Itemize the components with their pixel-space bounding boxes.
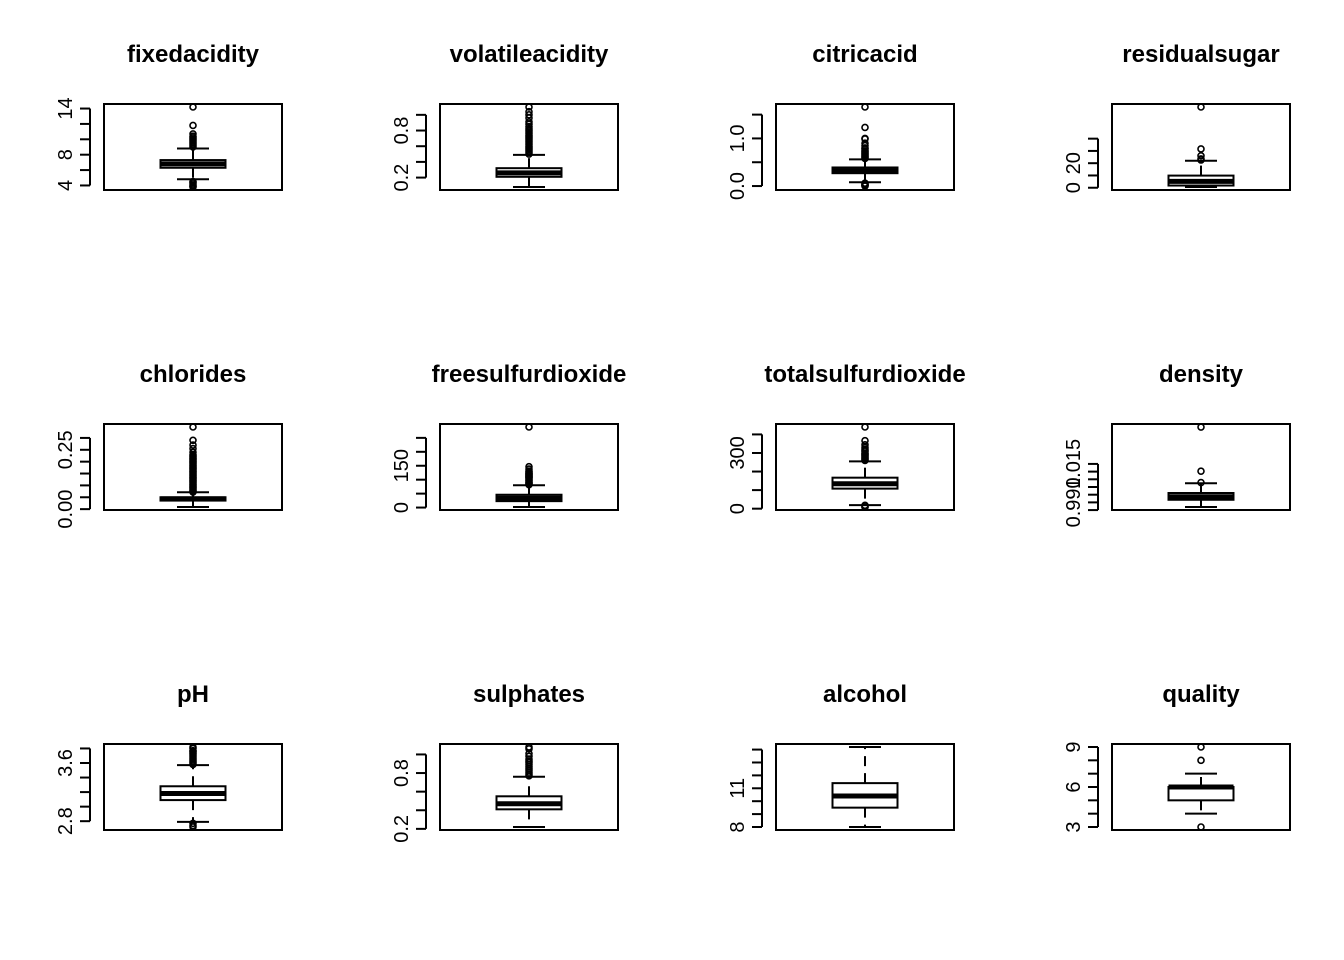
outlier-point [525, 125, 533, 133]
outlier-point [861, 123, 869, 132]
outlier-point [861, 423, 869, 431]
y-tick-label: 0.2 [391, 164, 413, 192]
y-tick-label: 0.8 [391, 117, 413, 145]
panel-title: sulphates [473, 681, 585, 708]
outlier-point [861, 436, 869, 445]
boxplot-panel: pH 2.8 3.6 [55, 681, 283, 835]
outlier-point [525, 103, 533, 111]
outlier-point [861, 179, 869, 187]
boxplot-panel: citricacid 0.0 1.0 [727, 41, 955, 200]
y-tick-label: 0.2 [391, 815, 413, 843]
outlier-point [861, 139, 869, 147]
panel-title: freesulfurdioxide [432, 361, 627, 388]
panel-title: quality [1162, 681, 1240, 708]
boxplot-panel: residualsugar 0 20 [1063, 41, 1291, 193]
outlier-point [1197, 756, 1205, 765]
outlier-point [1197, 155, 1205, 163]
y-tick-label: 2.8 [55, 807, 77, 835]
panel-title: density [1159, 361, 1244, 388]
y-tick-label: 3.6 [55, 749, 77, 777]
panel-title: chlorides [140, 361, 247, 388]
y-tick-label: 300 [727, 436, 749, 469]
y-tick-label: 0.00 [55, 490, 77, 529]
y-tick-label: 0.0 [727, 172, 749, 200]
y-tick-label: 1.015 [1063, 439, 1085, 489]
outlier-point [189, 103, 197, 111]
y-tick-label: 3 [1063, 821, 1085, 832]
boxplot-panel: chlorides 0.00 0.25 [55, 361, 283, 529]
y-tick-label: 0.8 [391, 759, 413, 787]
outlier-point [189, 121, 197, 130]
outlier-point [189, 819, 197, 828]
y-tick-label: 4 [55, 180, 77, 191]
y-tick-label: 8 [727, 821, 749, 832]
y-tick-label: 0.25 [55, 430, 77, 469]
panel-title: residualsugar [1122, 41, 1279, 68]
outlier-point [1197, 145, 1205, 153]
boxplot-panel: sulphates 0.2 0.8 [391, 681, 619, 843]
outlier-point [189, 177, 197, 186]
outlier-point [189, 448, 197, 456]
y-tick-label: 0 [391, 502, 413, 513]
outlier-point [1197, 823, 1205, 831]
outlier-point [189, 441, 197, 449]
plot-frame [775, 743, 955, 831]
panel-title: citricacid [812, 41, 917, 68]
outlier-point [525, 462, 533, 471]
boxplot-panel: alcohol 8 11 [727, 681, 955, 833]
outlier-point [525, 122, 533, 131]
outlier-point [189, 130, 197, 138]
outlier-point [525, 111, 533, 119]
y-tick-label: 8 [55, 149, 77, 160]
boxplot-panel: freesulfurdioxide 0 150 [391, 361, 626, 513]
panel-title: pH [177, 681, 209, 708]
y-tick-label: 1.0 [727, 125, 749, 153]
y-tick-label: 9 [1063, 741, 1085, 752]
y-tick-label: 20 [1063, 152, 1085, 174]
outlier-point [189, 423, 197, 431]
y-tick-label: 0.990 [1063, 477, 1085, 527]
outlier-point [189, 436, 197, 445]
outlier-point [861, 144, 869, 152]
boxplot-panel: volatileacidity 0.2 0.8 [391, 41, 619, 192]
outlier-point [1197, 423, 1205, 431]
y-tick-label: 11 [727, 778, 749, 799]
y-tick-label: 0 [1063, 182, 1085, 193]
boxplot-panel: fixedacidity 4 8 14 [55, 41, 283, 191]
outlier-point [189, 444, 197, 453]
panel-title: fixedacidity [127, 41, 260, 68]
outlier-point [1197, 151, 1205, 160]
outlier-point [525, 107, 533, 116]
y-tick-label: 0 [727, 503, 749, 514]
outlier-point [861, 103, 869, 111]
outlier-point [1197, 467, 1205, 475]
outlier-point [525, 752, 533, 761]
outlier-point [525, 423, 533, 431]
boxplot-panel: totalsulfurdioxide 0 300 [727, 361, 966, 514]
outlier-point [189, 743, 197, 751]
panel-title: volatileacidity [450, 41, 609, 68]
outlier-point [1197, 743, 1205, 751]
outlier-point [525, 743, 533, 751]
outlier-point [1197, 103, 1205, 111]
outlier-point [861, 441, 869, 449]
y-tick-label: 6 [1063, 781, 1085, 792]
outlier-point [525, 118, 533, 126]
panel-title: totalsulfurdioxide [764, 361, 965, 388]
panel-title: alcohol [823, 681, 907, 708]
outlier-point [861, 134, 869, 143]
y-tick-label: 150 [391, 449, 413, 482]
outlier-point [861, 501, 869, 510]
outlier-point [1197, 478, 1205, 487]
boxplot-panel: quality 3 6 9 [1063, 681, 1291, 833]
y-tick-label: 14 [55, 97, 77, 119]
outlier-point [525, 465, 533, 473]
